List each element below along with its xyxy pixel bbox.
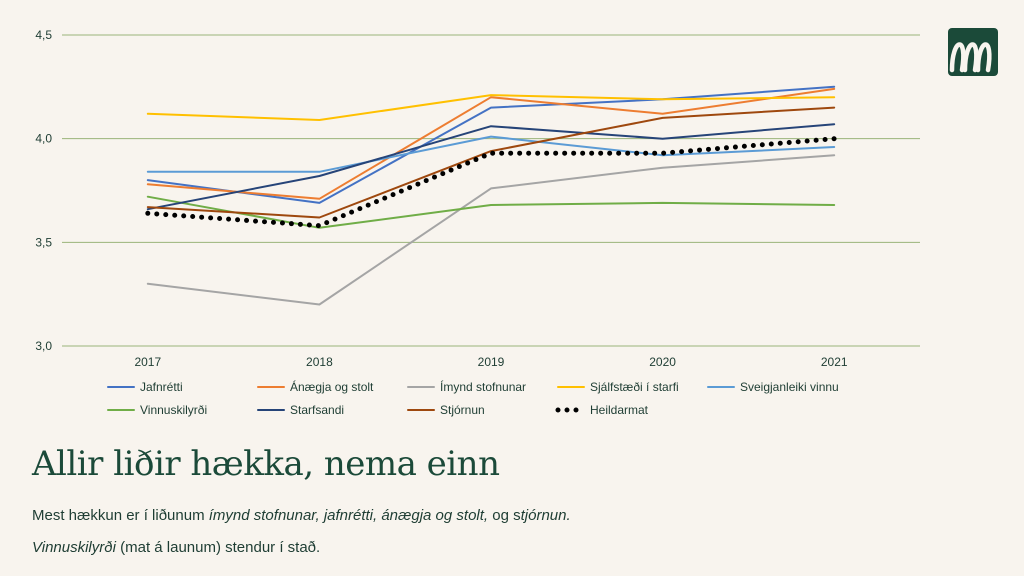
line-chart: 3,0 3,5 4,0 4,5 2017 2018 2019 2020 2021 Jafnré… — [35, 28, 920, 417]
series-line-6 — [146, 123, 836, 211]
legend-item: Ánægja og stolt — [257, 379, 374, 394]
legend-label: Stjórnun — [440, 403, 485, 417]
summary-emphasis-stjornun: tjórnun. — [520, 507, 571, 524]
y-tick-label: 4,5 — [35, 28, 52, 42]
x-axis-ticks: 2017 2018 2019 2020 2021 — [134, 355, 847, 369]
wave-logo-icon — [948, 28, 998, 76]
x-tick-label: 2019 — [478, 355, 505, 369]
series-line-0 — [146, 85, 836, 204]
legend-label: Vinnuskilyrði — [140, 403, 207, 417]
legend-item: Heildarmat — [555, 403, 649, 417]
y-axis-ticks: 3,0 3,5 4,0 4,5 — [35, 28, 52, 353]
series-line-5 — [146, 195, 836, 229]
legend-item: Ímynd stofnunar — [407, 379, 526, 394]
legend-item: Starfsandi — [257, 403, 344, 417]
summary-line-2: Vinnuskilyrði (mat á launum) stendur í s… — [32, 539, 320, 556]
x-tick-label: 2017 — [134, 355, 161, 369]
legend-label: Heildarmat — [590, 403, 649, 417]
series-line-1 — [146, 87, 836, 200]
legend-item: Sveigjanleiki vinnu — [707, 380, 839, 394]
y-tick-label: 4,0 — [35, 132, 52, 146]
headline: Allir liðir hækka, nema einn — [32, 444, 500, 484]
legend-label: Sveigjanleiki vinnu — [740, 380, 839, 394]
summary-text-a: Mest hækkun er í liðunum — [32, 507, 209, 524]
legend-label: Ánægja og stolt — [290, 379, 374, 394]
series-line-8 — [145, 136, 837, 229]
legend-label: Sjálfstæði í starfi — [590, 380, 679, 394]
x-tick-label: 2021 — [821, 355, 848, 369]
chart-legend: Jafnrétti Ánægja og stolt Ímynd stofnunar S… — [107, 379, 839, 417]
legend-label: Jafnrétti — [140, 380, 183, 394]
chart-gridlines — [62, 34, 920, 347]
summary-text-e: (mat á launum) stendur í stað. — [115, 539, 321, 556]
summary-emphasis-vinnuskilyrdi: Vinnuskilyrði — [32, 539, 116, 556]
legend-item: Sjálfstæði í starfi — [557, 380, 679, 394]
x-tick-label: 2020 — [649, 355, 676, 369]
summary-line-1: Mest hækkun er í liðunum ímynd stofnunar… — [32, 507, 571, 524]
summary-text-c: og s — [488, 507, 521, 524]
legend-label: Ímynd stofnunar — [440, 379, 526, 394]
series-line-3 — [146, 94, 836, 121]
legend-label: Starfsandi — [290, 403, 344, 417]
x-tick-label: 2018 — [306, 355, 333, 369]
legend-item: Jafnrétti — [107, 380, 183, 394]
y-tick-label: 3,5 — [35, 235, 52, 249]
legend-item: Stjórnun — [407, 403, 485, 417]
legend-item: Vinnuskilyrði — [107, 403, 207, 417]
y-tick-label: 3,0 — [35, 339, 52, 353]
chart-series — [145, 85, 837, 306]
summary-emphasis-categories: ímynd stofnunar, jafnrétti, ánægja og st… — [208, 507, 489, 524]
series-line-2 — [146, 154, 836, 306]
